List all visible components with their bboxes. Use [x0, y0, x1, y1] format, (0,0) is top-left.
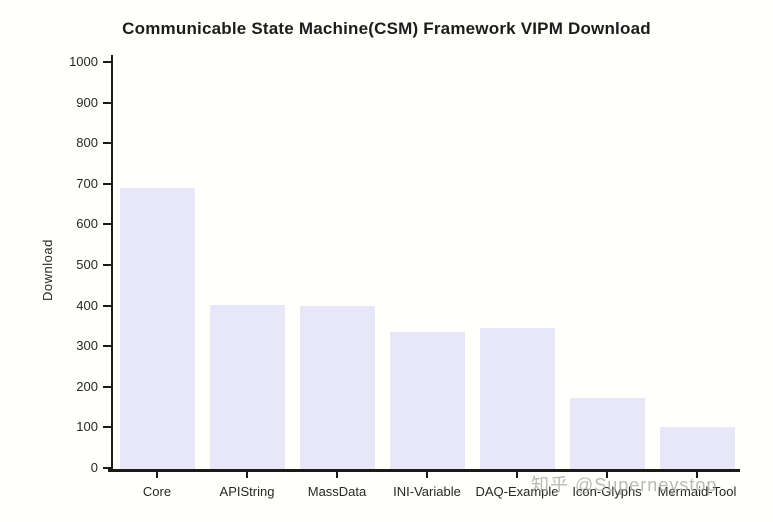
- y-tick-mark: [103, 223, 111, 226]
- y-axis-line: [111, 55, 113, 471]
- y-tick-label: 300: [76, 338, 98, 354]
- y-tick-mark: [103, 426, 111, 429]
- chart-title: Communicable State Machine(CSM) Framewor…: [122, 19, 651, 38]
- x-tick-mark: [696, 472, 698, 478]
- y-tick-label: 800: [76, 135, 98, 151]
- y-tick-label: 600: [76, 216, 98, 232]
- bar-icon-glyphs: [569, 398, 645, 469]
- y-tick-mark: [103, 345, 111, 348]
- y-tick-mark: [103, 304, 111, 307]
- y-tick-mark: [103, 385, 111, 388]
- bar-massdata: [299, 306, 375, 469]
- y-tick-label: 200: [76, 378, 98, 394]
- bar-mermaid-tool: [659, 427, 735, 469]
- y-tick-mark: [103, 467, 111, 469]
- y-tick-mark: [103, 61, 111, 63]
- x-tick-label: Icon-Glyphs: [572, 484, 642, 499]
- x-tick-label: Mermaid-Tool: [657, 484, 737, 499]
- x-tick-label: APIString: [219, 484, 275, 499]
- x-tick-label: Core: [142, 484, 172, 499]
- y-tick-label: 100: [76, 419, 98, 435]
- y-tick-label: 500: [76, 257, 98, 272]
- y-tick-label: 0: [90, 460, 98, 475]
- bar-apistring: [209, 304, 285, 469]
- y-tick-mark: [103, 182, 111, 185]
- bar-core: [119, 187, 195, 469]
- x-tick-mark: [336, 472, 338, 478]
- y-tick-mark: [103, 264, 111, 266]
- x-tick-label: INI-Variable: [393, 484, 461, 499]
- y-tick-mark: [103, 101, 111, 104]
- x-tick-label: DAQ-Example: [475, 484, 559, 499]
- x-tick-label: MassData: [307, 484, 367, 499]
- bar-daq-example: [479, 328, 555, 469]
- x-tick-mark: [426, 472, 428, 478]
- y-tick-label: 1000: [69, 54, 98, 69]
- y-tick-label: 700: [76, 175, 98, 191]
- x-tick-mark: [606, 472, 608, 478]
- watermark: 知乎 @Superneystop: [531, 475, 718, 495]
- x-tick-mark: [516, 472, 518, 478]
- y-tick-label: 400: [76, 297, 98, 313]
- x-tick-mark: [156, 472, 158, 478]
- y-tick-label: 900: [76, 94, 98, 110]
- x-axis-line: [108, 469, 740, 472]
- x-tick-mark: [246, 472, 248, 478]
- y-tick-mark: [103, 142, 111, 145]
- bar-ini-variable: [389, 331, 465, 469]
